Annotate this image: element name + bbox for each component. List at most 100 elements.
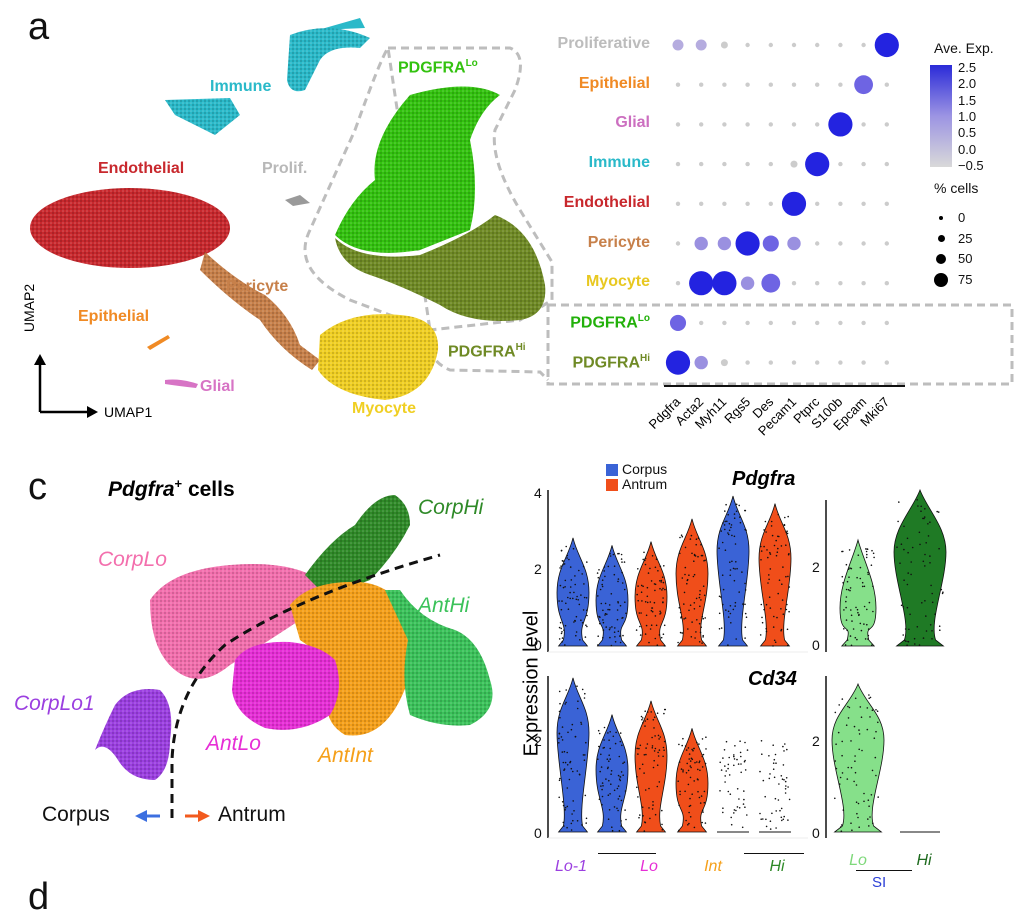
violin-point bbox=[841, 575, 844, 578]
violin-point bbox=[677, 641, 679, 644]
panel-a-letter: a bbox=[28, 6, 50, 48]
violin-point bbox=[654, 566, 657, 569]
dot bbox=[791, 82, 797, 87]
antrum-label: Antrum bbox=[218, 803, 286, 826]
violin-point bbox=[567, 731, 569, 734]
violin-point bbox=[765, 825, 768, 828]
dot bbox=[768, 82, 773, 87]
violin-point bbox=[618, 795, 621, 797]
violin-point bbox=[929, 521, 931, 523]
violin-point bbox=[842, 809, 845, 811]
violin-point bbox=[597, 644, 599, 646]
violin-point bbox=[766, 549, 768, 551]
violin-point bbox=[733, 758, 736, 760]
violin-point bbox=[656, 712, 659, 714]
violin-point bbox=[608, 754, 610, 756]
dot bbox=[665, 350, 691, 375]
violin-point bbox=[586, 561, 588, 563]
violin-point bbox=[646, 711, 649, 713]
violin-point bbox=[871, 549, 873, 552]
violin-point bbox=[875, 774, 877, 777]
violin-point bbox=[863, 605, 866, 608]
dot bbox=[699, 320, 704, 326]
violin-point bbox=[769, 828, 772, 830]
violin-point bbox=[768, 574, 770, 576]
panel-c-letter: c bbox=[28, 466, 47, 508]
violin-point bbox=[584, 754, 586, 756]
violin-point bbox=[903, 579, 905, 581]
corpus-antrum-divider bbox=[170, 553, 441, 818]
violin-point bbox=[689, 538, 692, 540]
violin-point bbox=[681, 577, 684, 579]
violin-point bbox=[679, 536, 681, 539]
violin-point bbox=[561, 801, 564, 803]
violin-point bbox=[576, 820, 579, 822]
violin-point bbox=[903, 525, 905, 528]
dot bbox=[854, 75, 873, 95]
violin-point bbox=[772, 762, 775, 764]
violin-point bbox=[585, 817, 588, 820]
violin-point bbox=[781, 778, 784, 780]
violin-point bbox=[688, 758, 690, 760]
violin-point bbox=[777, 535, 779, 538]
violin-point bbox=[764, 520, 767, 523]
violin-point bbox=[622, 774, 624, 776]
violin-point bbox=[625, 818, 627, 821]
violin-point bbox=[840, 824, 843, 826]
violin-point bbox=[718, 628, 721, 630]
violin-point bbox=[563, 768, 566, 770]
violin-point bbox=[602, 609, 604, 612]
violin-point bbox=[653, 583, 656, 585]
violin-point bbox=[583, 759, 586, 761]
violin-point bbox=[586, 625, 588, 628]
violin-point bbox=[691, 552, 693, 555]
violin-point bbox=[847, 568, 850, 570]
violin-point bbox=[624, 790, 627, 792]
violin-point bbox=[687, 769, 690, 772]
dot bbox=[669, 314, 687, 331]
violin-point bbox=[603, 566, 606, 568]
violin-point bbox=[875, 730, 877, 733]
violin-point bbox=[618, 778, 621, 780]
violin-point bbox=[608, 760, 610, 762]
violin-point bbox=[744, 626, 747, 628]
violin-point bbox=[726, 520, 728, 523]
violin-point bbox=[602, 619, 604, 621]
violin-point bbox=[939, 629, 941, 631]
violin-point bbox=[601, 788, 603, 791]
violin-point bbox=[640, 715, 643, 718]
violin-point bbox=[564, 624, 567, 627]
violin-point bbox=[769, 820, 772, 822]
violin-point bbox=[565, 602, 567, 605]
violin-point bbox=[744, 528, 746, 531]
violin-point bbox=[870, 564, 873, 566]
violin-point bbox=[661, 823, 663, 826]
violin-point bbox=[645, 747, 647, 749]
violin-point bbox=[845, 724, 848, 726]
violin-point bbox=[858, 613, 860, 616]
violin-point bbox=[702, 585, 705, 587]
violin-point bbox=[635, 629, 638, 631]
corpus-label: Corpus bbox=[42, 803, 110, 826]
violin-point bbox=[760, 559, 762, 561]
label-pdgfra-hi-sup: Hi bbox=[515, 342, 526, 353]
epithelial-cluster bbox=[147, 335, 170, 350]
violin-point bbox=[913, 637, 916, 640]
violin-point bbox=[636, 747, 638, 750]
violin-point bbox=[923, 516, 926, 518]
violin-point bbox=[723, 749, 726, 751]
violin-point bbox=[702, 753, 705, 756]
dot bbox=[768, 161, 773, 167]
violin-point bbox=[581, 573, 583, 575]
violin-point bbox=[616, 787, 619, 790]
dot bbox=[675, 161, 681, 167]
violin-point bbox=[845, 588, 848, 591]
violin-point bbox=[701, 642, 703, 644]
violin-point bbox=[938, 547, 940, 550]
violin-point bbox=[636, 593, 638, 596]
violin-point bbox=[567, 608, 570, 610]
violin-point bbox=[863, 792, 865, 795]
violin-point bbox=[845, 596, 848, 598]
si-y-tick: 2 bbox=[812, 559, 820, 575]
violin-point bbox=[689, 804, 692, 807]
